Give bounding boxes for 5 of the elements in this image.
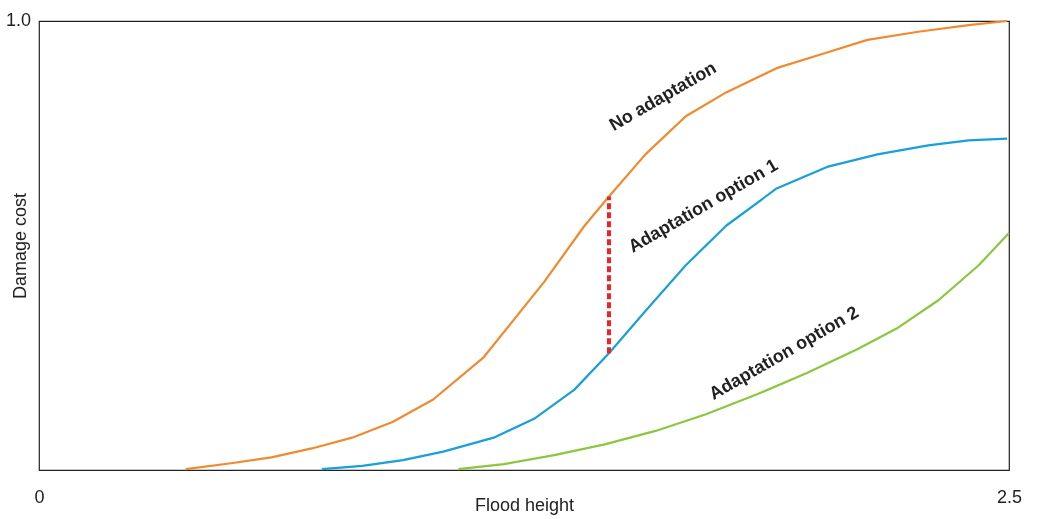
x-axis-title: Flood height bbox=[474, 494, 575, 515]
x-tick-label: 0 bbox=[34, 486, 45, 507]
text: 1.0 bbox=[5, 10, 31, 30]
x-tick-label: 2.5 bbox=[996, 486, 1023, 507]
y-axis-title: Damage cost bbox=[9, 192, 30, 300]
